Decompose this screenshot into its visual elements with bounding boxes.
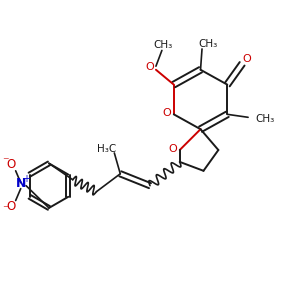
Text: ⁻: ⁻ [2, 203, 9, 216]
Text: CH₃: CH₃ [198, 39, 218, 49]
Text: CH₃: CH₃ [154, 40, 173, 50]
Text: CH₃: CH₃ [256, 114, 275, 124]
Text: +: + [22, 174, 30, 184]
Text: N: N [16, 177, 26, 190]
Text: O: O [168, 143, 177, 154]
Text: ⁻: ⁻ [2, 155, 9, 168]
Text: H₃C: H₃C [97, 143, 116, 154]
Text: O: O [7, 200, 16, 213]
Text: O: O [162, 108, 171, 118]
Text: O: O [7, 158, 16, 171]
Text: O: O [242, 54, 251, 64]
Text: O: O [146, 62, 154, 72]
